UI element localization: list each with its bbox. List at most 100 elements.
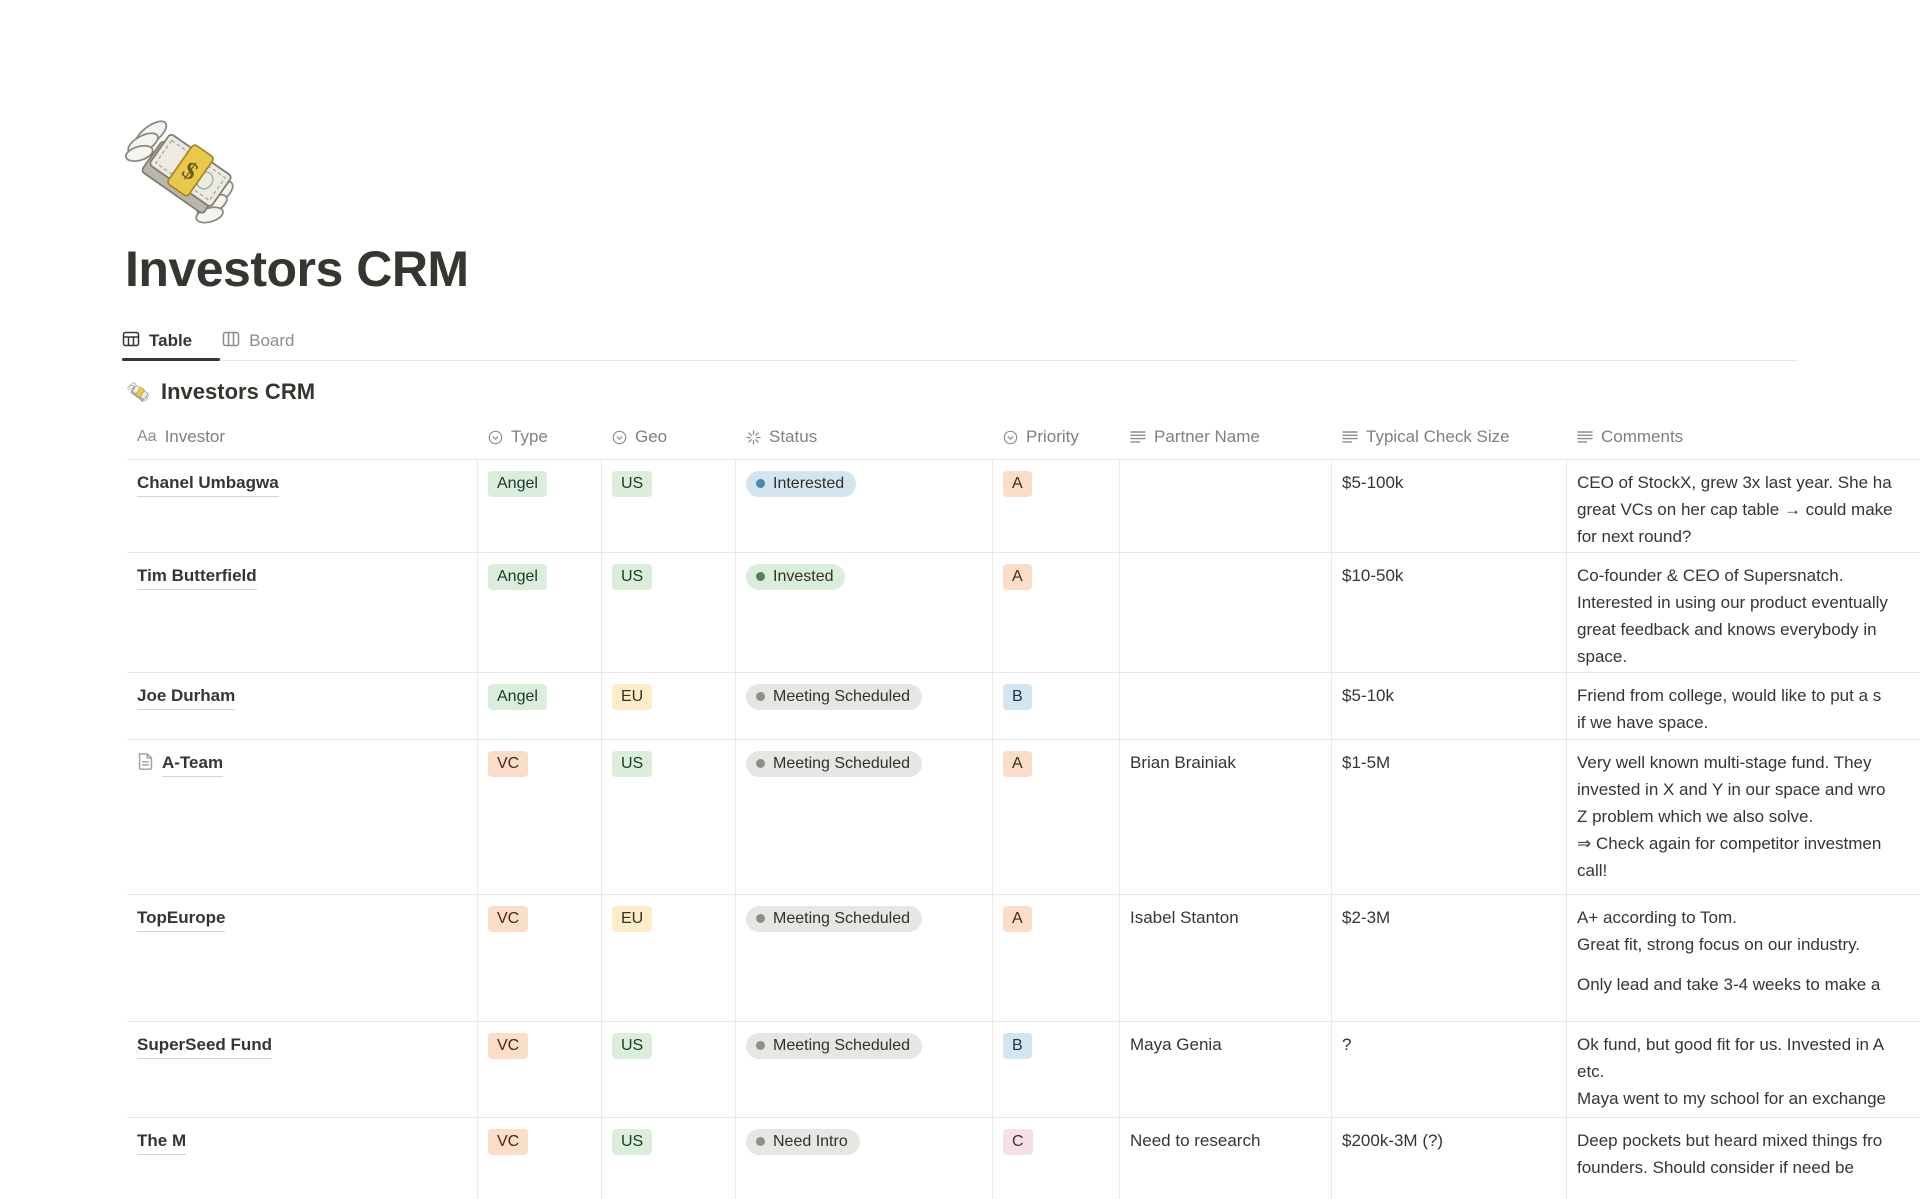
status-cell[interactable]: Need Intro bbox=[736, 1118, 993, 1199]
geo-cell[interactable]: EU bbox=[602, 895, 736, 1021]
column-header-label: Type bbox=[511, 427, 548, 446]
type-cell[interactable]: Angel bbox=[478, 553, 602, 672]
comment-line: Ok fund, but good fit for us. Invested i… bbox=[1577, 1035, 1885, 1054]
geo-cell[interactable]: US bbox=[602, 460, 736, 552]
comments-cell[interactable]: Very well known multi-stage fund. They in… bbox=[1567, 740, 1920, 894]
status-cell[interactable]: Meeting Scheduled bbox=[736, 895, 993, 1021]
comments-cell[interactable]: Ok fund, but good fit for us. Invested i… bbox=[1567, 1022, 1920, 1117]
column-header-investor[interactable]: Aa Investor bbox=[127, 427, 478, 447]
partner-name-cell[interactable]: Maya Genia bbox=[1120, 1022, 1332, 1117]
investor-name[interactable]: TopEurope bbox=[137, 906, 226, 932]
check-size-cell[interactable]: $10-50k bbox=[1332, 553, 1567, 672]
column-header-comments[interactable]: Comments bbox=[1567, 427, 1920, 447]
priority-cell[interactable]: A bbox=[993, 740, 1120, 894]
partner-name-cell[interactable]: Isabel Stanton bbox=[1120, 895, 1332, 1021]
comment-line: Friend from college, would like to put a… bbox=[1577, 686, 1882, 705]
investor-name[interactable]: SuperSeed Fund bbox=[137, 1033, 273, 1059]
investor-cell[interactable]: Chanel Umbagwa bbox=[127, 460, 478, 552]
status-dot-icon bbox=[756, 1137, 765, 1146]
type-cell[interactable]: VC bbox=[478, 1022, 602, 1117]
partner-name-cell[interactable] bbox=[1120, 673, 1332, 739]
column-header-label: Status bbox=[769, 427, 818, 446]
geo-tag: EU bbox=[612, 684, 653, 710]
column-header-geo[interactable]: Geo bbox=[602, 427, 736, 447]
priority-cell[interactable]: A bbox=[993, 460, 1120, 552]
partner-name-cell[interactable] bbox=[1120, 460, 1332, 552]
partner-name-cell[interactable]: Brian Brainiak bbox=[1120, 740, 1332, 894]
comments-cell[interactable]: CEO of StockX, grew 3x last year. She ha… bbox=[1567, 460, 1920, 552]
column-header-status[interactable]: Status bbox=[736, 427, 993, 447]
geo-cell[interactable]: US bbox=[602, 1118, 736, 1199]
money-with-wings-emoji[interactable]: $ bbox=[124, 112, 250, 230]
status-label: Meeting Scheduled bbox=[773, 1036, 910, 1054]
column-header-partner[interactable]: Partner Name bbox=[1120, 427, 1332, 447]
database-section-heading[interactable]: Investors CRM bbox=[127, 379, 315, 405]
priority-cell[interactable]: A bbox=[993, 553, 1120, 672]
type-cell[interactable]: Angel bbox=[478, 460, 602, 552]
table-row: The M VC US Need Intro C Need to researc… bbox=[127, 1118, 1920, 1199]
document-icon bbox=[137, 752, 154, 779]
status-label: Need Intro bbox=[773, 1132, 848, 1150]
type-cell[interactable]: VC bbox=[478, 740, 602, 894]
check-size-cell[interactable]: $200k-3M (?) bbox=[1332, 1118, 1567, 1199]
active-tab-underline bbox=[122, 358, 220, 361]
investor-name[interactable]: Joe Durham bbox=[137, 684, 236, 710]
status-cell[interactable]: Meeting Scheduled bbox=[736, 673, 993, 739]
type-tag: VC bbox=[488, 1033, 529, 1059]
tab-table[interactable]: Table bbox=[122, 330, 192, 353]
comment-line: Interested in using our product eventual… bbox=[1577, 593, 1888, 612]
page-title[interactable]: Investors CRM bbox=[125, 241, 469, 297]
priority-tag: A bbox=[1003, 751, 1032, 777]
geo-cell[interactable]: US bbox=[602, 740, 736, 894]
priority-cell[interactable]: A bbox=[993, 895, 1120, 1021]
investor-cell[interactable]: Joe Durham bbox=[127, 673, 478, 739]
database-title[interactable]: Investors CRM bbox=[161, 379, 316, 404]
comment-line: Very well known multi-stage fund. They bbox=[1577, 753, 1872, 772]
investor-cell[interactable]: TopEurope bbox=[127, 895, 478, 1021]
check-size-cell[interactable]: $5-100k bbox=[1332, 460, 1567, 552]
column-header-priority[interactable]: Priority bbox=[993, 427, 1120, 447]
investor-name[interactable]: The M bbox=[137, 1129, 187, 1155]
investor-name[interactable]: Chanel Umbagwa bbox=[137, 471, 279, 497]
priority-cell[interactable]: B bbox=[993, 673, 1120, 739]
check-size-cell[interactable]: $2-3M bbox=[1332, 895, 1567, 1021]
type-cell[interactable]: Angel bbox=[478, 673, 602, 739]
geo-cell[interactable]: US bbox=[602, 553, 736, 672]
column-header-label: Comments bbox=[1601, 427, 1684, 446]
column-header-type[interactable]: Type bbox=[478, 427, 602, 447]
status-cell[interactable]: Invested bbox=[736, 553, 993, 672]
status-tag: Meeting Scheduled bbox=[746, 905, 922, 932]
select-icon bbox=[488, 430, 503, 445]
geo-cell[interactable]: US bbox=[602, 1022, 736, 1117]
type-cell[interactable]: VC bbox=[478, 1118, 602, 1199]
investor-name[interactable]: Tim Butterfield bbox=[137, 564, 257, 590]
investor-cell[interactable]: A-Team bbox=[127, 740, 478, 894]
comments-cell[interactable]: Friend from college, would like to put a… bbox=[1567, 673, 1920, 739]
status-cell[interactable]: Interested bbox=[736, 460, 993, 552]
check-size-cell[interactable]: $5-10k bbox=[1332, 673, 1567, 739]
investor-cell[interactable]: The M bbox=[127, 1118, 478, 1199]
investor-cell[interactable]: SuperSeed Fund bbox=[127, 1022, 478, 1117]
investor-cell[interactable]: Tim Butterfield bbox=[127, 553, 478, 672]
type-cell[interactable]: VC bbox=[478, 895, 602, 1021]
column-header-check[interactable]: Typical Check Size bbox=[1332, 427, 1567, 447]
comments-cell[interactable]: A+ according to Tom. Great fit, strong fo… bbox=[1567, 895, 1920, 1021]
status-cell[interactable]: Meeting Scheduled bbox=[736, 1022, 993, 1117]
type-tag: Angel bbox=[488, 471, 547, 497]
geo-tag: US bbox=[612, 1033, 653, 1059]
tab-board[interactable]: Board bbox=[222, 330, 295, 353]
geo-cell[interactable]: EU bbox=[602, 673, 736, 739]
comments-cell[interactable]: Deep pockets but heard mixed things fro f… bbox=[1567, 1118, 1920, 1199]
status-cell[interactable]: Meeting Scheduled bbox=[736, 740, 993, 894]
type-tag: Angel bbox=[488, 684, 547, 710]
partner-name-cell[interactable] bbox=[1120, 553, 1332, 672]
comments-cell[interactable]: Co-founder & CEO of Supersnatch. Interest… bbox=[1567, 553, 1920, 672]
priority-cell[interactable]: B bbox=[993, 1022, 1120, 1117]
check-size-cell[interactable]: ? bbox=[1332, 1022, 1567, 1117]
table-row: SuperSeed Fund VC US Meeting Scheduled B… bbox=[127, 1022, 1920, 1118]
comment-line: Co-founder & CEO of Supersnatch. bbox=[1577, 566, 1844, 585]
priority-cell[interactable]: C bbox=[993, 1118, 1120, 1199]
check-size-cell[interactable]: $1-5M bbox=[1332, 740, 1567, 894]
partner-name-cell[interactable]: Need to research bbox=[1120, 1118, 1332, 1199]
investor-name[interactable]: A-Team bbox=[162, 751, 224, 777]
